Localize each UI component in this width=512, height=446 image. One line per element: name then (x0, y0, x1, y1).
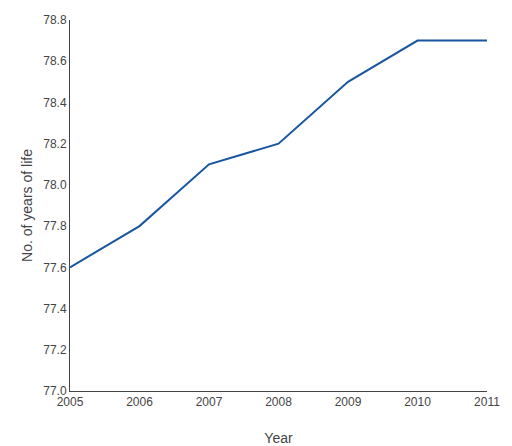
svg-text:78.6: 78.6 (43, 54, 67, 68)
svg-text:No. of years of life: No. of years of life (19, 149, 35, 262)
svg-text:78.2: 78.2 (43, 137, 67, 151)
svg-text:78.8: 78.8 (43, 13, 67, 27)
svg-text:78.4: 78.4 (43, 96, 67, 110)
svg-text:2009: 2009 (335, 395, 362, 409)
svg-text:2007: 2007 (196, 395, 223, 409)
svg-text:77.0: 77.0 (43, 384, 67, 398)
svg-text:2010: 2010 (404, 395, 431, 409)
svg-text:2005: 2005 (57, 395, 84, 409)
svg-text:77.2: 77.2 (43, 343, 67, 357)
svg-text:78.0: 78.0 (43, 178, 67, 192)
svg-text:2006: 2006 (126, 395, 153, 409)
svg-text:2011: 2011 (474, 395, 500, 409)
svg-text:77.8: 77.8 (43, 219, 67, 233)
svg-text:77.6: 77.6 (43, 261, 67, 275)
svg-text:2008: 2008 (265, 395, 292, 409)
svg-text:Year: Year (264, 430, 293, 446)
svg-text:77.4: 77.4 (43, 302, 67, 316)
